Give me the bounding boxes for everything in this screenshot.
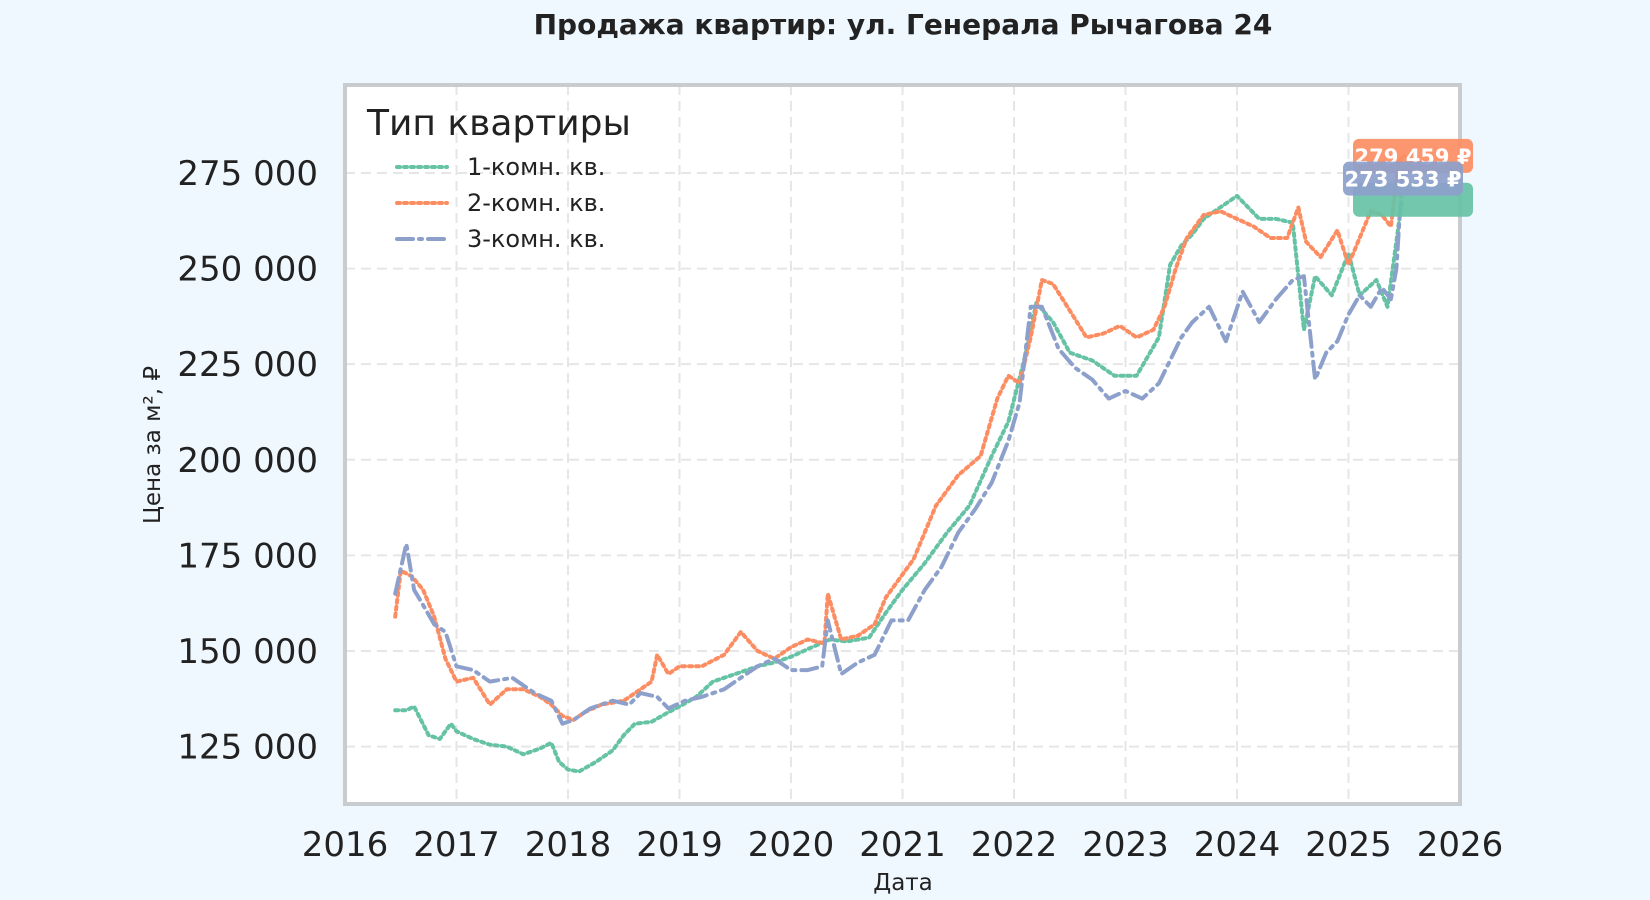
legend-title: Тип квартиры <box>366 103 631 144</box>
x-tick-label: 2022 <box>971 825 1058 865</box>
x-axis-ticks: 2016 2017 2018 2019 2020 2021 2022 2023 2024 2025… <box>302 825 1504 865</box>
legend: Тип квартиры 1-комн. кв. 2-комн. кв. 3-ком… <box>366 103 631 253</box>
x-tick-label: 2023 <box>1082 825 1169 865</box>
series-line-3 <box>393 176 1404 726</box>
x-tick-label: 2025 <box>1305 825 1392 865</box>
y-tick-label: 125 000 <box>177 728 318 768</box>
legend-entry: 2-комн. кв. <box>467 189 605 217</box>
x-axis-label: Дата <box>873 870 933 896</box>
legend-entry: 3-комн. кв. <box>467 225 605 253</box>
x-tick-label: 2017 <box>413 825 500 865</box>
y-tick-label: 175 000 <box>177 536 318 576</box>
x-tick-label: 2020 <box>748 825 835 865</box>
y-tick-label: 225 000 <box>177 345 318 385</box>
series-line-1 <box>393 193 1404 774</box>
value-badge <box>1343 161 1463 196</box>
value-badge-label: 273 533 ₽ <box>1345 168 1462 192</box>
x-tick-label: 2019 <box>636 825 723 865</box>
legend-entry: 1-комн. кв. <box>467 153 605 181</box>
x-tick-label: 2018 <box>525 825 612 865</box>
chart-title: Продажа квартир: ул. Генерала Рычагова 2… <box>534 8 1273 41</box>
value-badges: 279 459 ₽273 533 ₽ <box>1343 138 1473 217</box>
y-tick-label: 275 000 <box>177 154 318 194</box>
y-axis-label: Цена за м², ₽ <box>140 366 166 524</box>
y-tick-label: 150 000 <box>177 632 318 672</box>
x-tick-label: 2026 <box>1417 825 1504 865</box>
series-layer <box>393 153 1407 774</box>
plot-frame <box>343 83 1462 806</box>
y-axis-ticks: 125 000 150 000 175 000 200 000 225 000 250 0… <box>177 154 318 768</box>
x-tick-label: 2024 <box>1194 825 1281 865</box>
x-tick-label: 2021 <box>859 825 946 865</box>
x-tick-label: 2016 <box>302 825 389 865</box>
series-line-2 <box>393 153 1407 722</box>
y-tick-label: 200 000 <box>177 441 318 481</box>
y-tick-label: 250 000 <box>177 250 318 290</box>
